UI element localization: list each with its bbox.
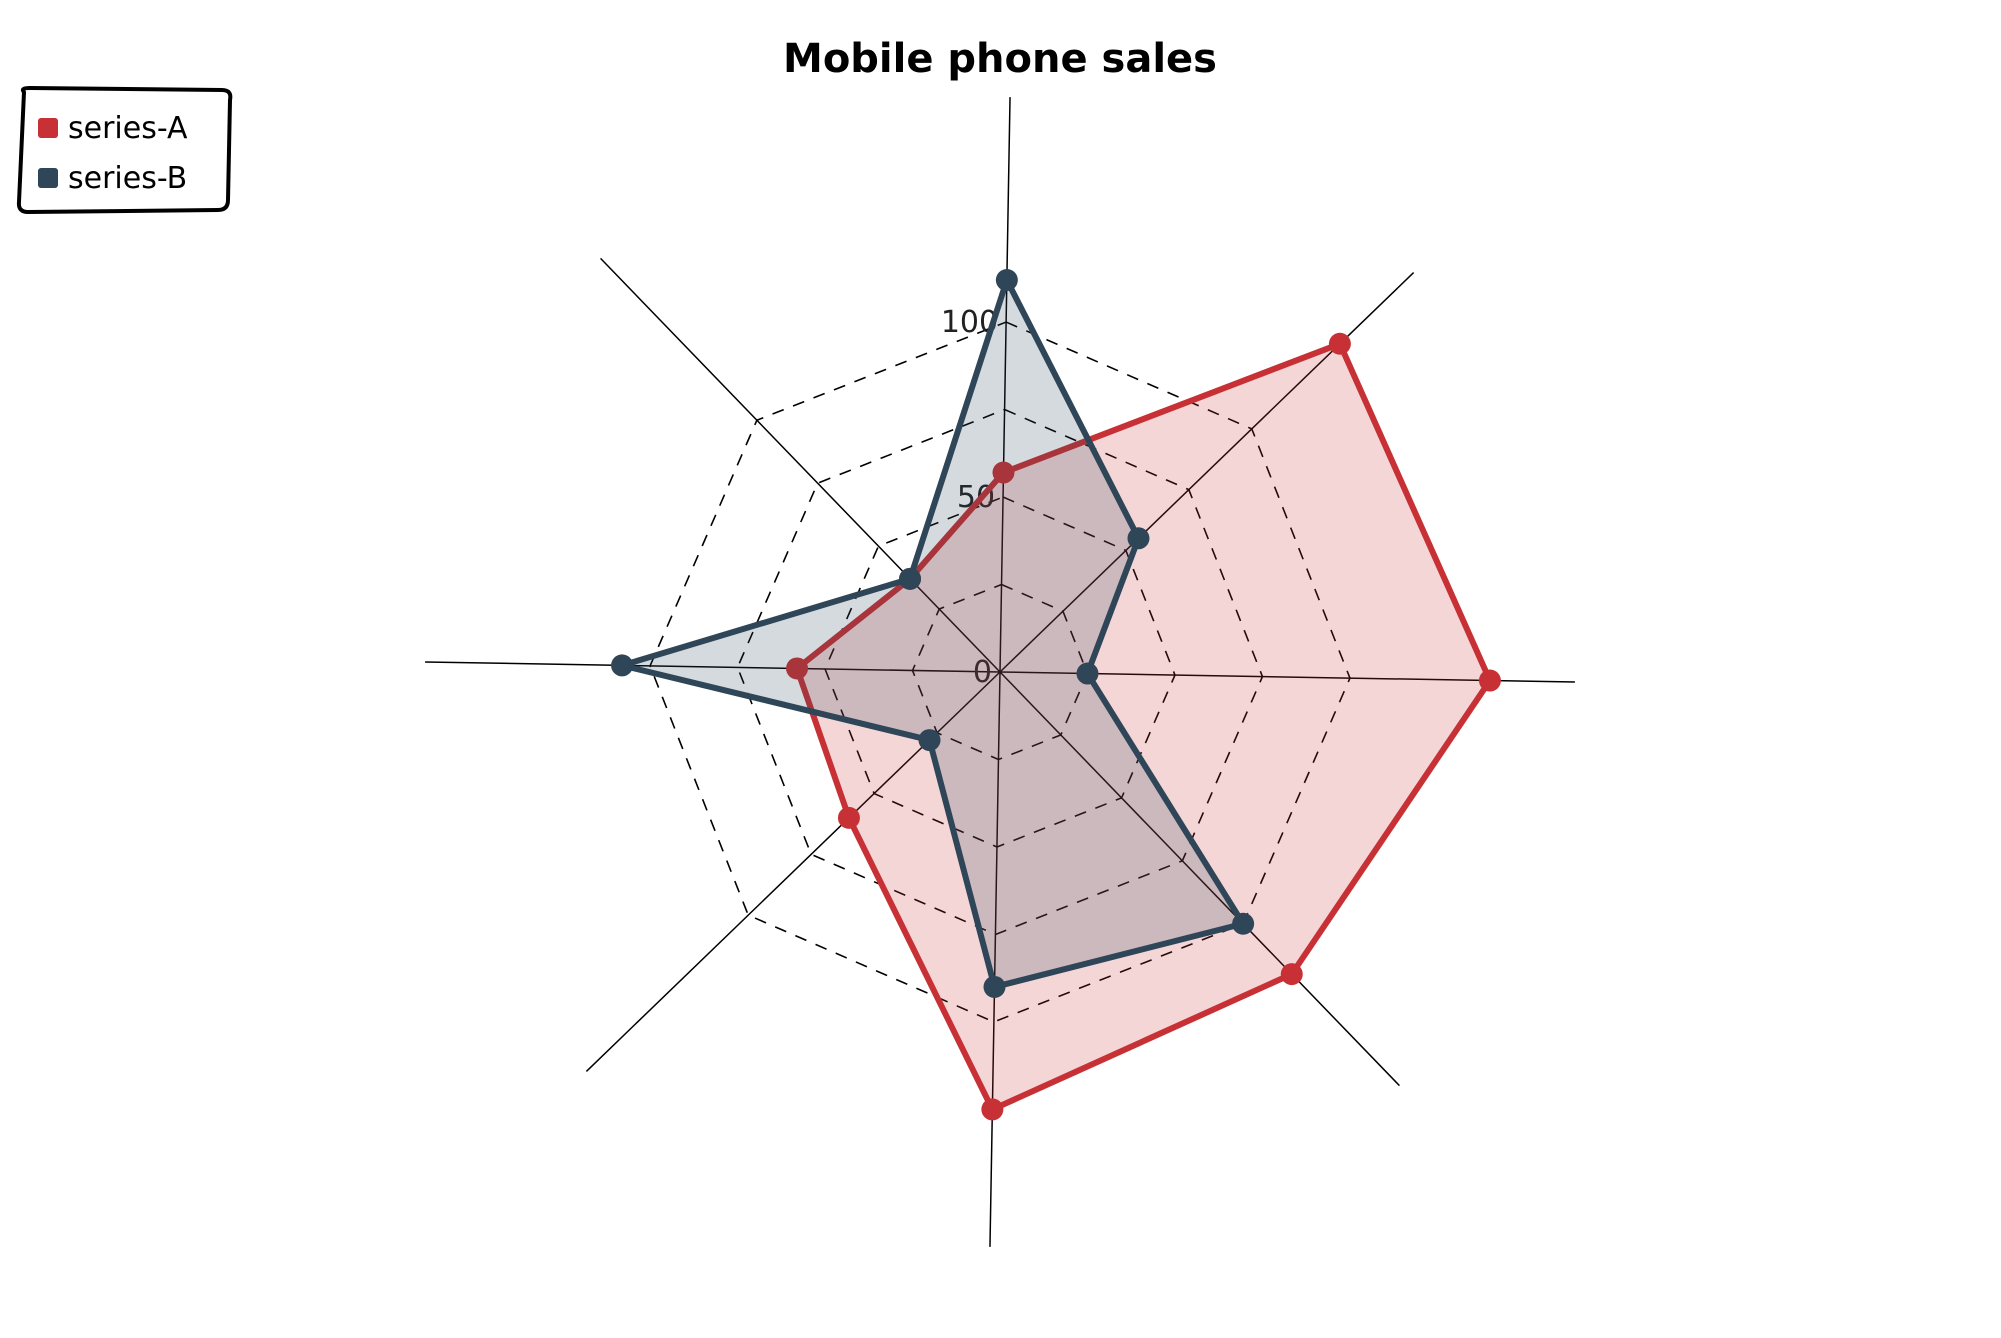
data-point <box>1478 669 1501 692</box>
data-point <box>611 654 634 677</box>
axis-line <box>425 661 1001 673</box>
axis-line <box>600 257 1001 673</box>
data-point <box>899 567 922 590</box>
axis-line <box>999 671 1400 1087</box>
legend-items: series-A series-B <box>38 111 188 196</box>
data-point <box>992 461 1015 484</box>
legend-label: series-A <box>68 111 188 146</box>
data-point <box>918 729 941 752</box>
series-layer <box>611 269 1501 1121</box>
data-point <box>995 269 1018 292</box>
data-point <box>837 806 860 829</box>
legend-swatch <box>38 168 58 188</box>
data-point <box>1127 527 1150 550</box>
chart-title: Mobile phone sales <box>783 36 1217 82</box>
data-point <box>1232 912 1255 935</box>
series-group <box>786 332 1501 1121</box>
radial-tick-label: 0 <box>973 655 992 690</box>
data-point <box>981 1098 1004 1121</box>
legend-label: series-B <box>68 161 187 196</box>
series-group <box>611 269 1255 998</box>
data-point <box>1076 662 1099 685</box>
data-point <box>1328 332 1351 355</box>
grid-ring <box>649 321 1351 1023</box>
data-point <box>1280 963 1303 986</box>
legend-swatch <box>38 118 58 138</box>
legend-frame <box>16 86 233 214</box>
axis-line <box>989 671 1001 1247</box>
data-point <box>786 657 809 680</box>
data-point <box>983 975 1006 998</box>
axis-line <box>999 97 1011 673</box>
legend: series-A series-B <box>16 86 233 214</box>
